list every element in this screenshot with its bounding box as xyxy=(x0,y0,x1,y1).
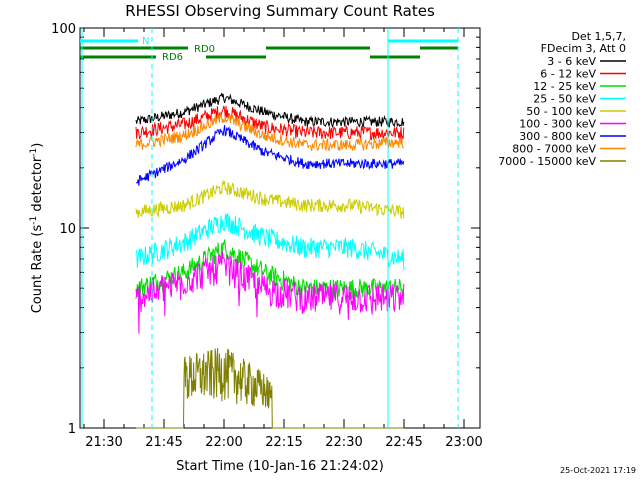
series-line-7 xyxy=(135,125,405,186)
legend-entry-label: 800 - 7000 keV xyxy=(512,143,596,156)
legend-entry-label: 12 - 25 keV xyxy=(533,80,596,93)
x-tick-label: 21:45 xyxy=(145,435,182,450)
legend-entry-label: 6 - 12 keV xyxy=(540,68,596,81)
legend-header-line2: FDecim 3, Att 0 xyxy=(541,42,626,55)
x-axis-label: Start Time (10-Jan-16 21:24:02) xyxy=(176,459,384,474)
y-tick-label: 10 xyxy=(59,222,76,237)
legend-entry-label: 300 - 800 keV xyxy=(519,130,596,143)
series-line-9 xyxy=(136,347,404,429)
series-line-6 xyxy=(135,251,405,334)
y-tick-label: 100 xyxy=(51,22,76,37)
x-tick-label: 21:30 xyxy=(85,435,122,450)
series-line-4 xyxy=(135,213,405,270)
night-flag-label: N xyxy=(142,36,149,47)
legend-entry-label: 7000 - 15000 keV xyxy=(498,155,596,168)
plot-frame xyxy=(79,27,481,429)
series-line-1 xyxy=(135,93,405,129)
series-line-3 xyxy=(135,239,405,300)
x-tick-label: 22:45 xyxy=(385,435,422,450)
y-axis-label: Count Rate (s-1 detector-1) xyxy=(29,143,45,314)
series-line-5 xyxy=(135,179,405,219)
legend-entry-label: 50 - 100 keV xyxy=(526,105,596,118)
series-line-8 xyxy=(135,111,405,152)
chart-title: RHESSI Observing Summary Count Rates xyxy=(125,2,435,20)
footer-date: 25-Oct-2021 17:19 xyxy=(560,466,636,475)
rd6-flag-label: RD6 xyxy=(162,52,183,63)
x-tick-label: 22:00 xyxy=(205,435,242,450)
legend-entry-label: 100 - 300 keV xyxy=(519,118,596,131)
y-tick-label: 1 xyxy=(68,422,76,437)
x-tick-label: 22:15 xyxy=(265,435,302,450)
legend-entry-label: 3 - 6 keV xyxy=(547,55,596,68)
legend-header-line1: Det 1,5,7, xyxy=(571,30,626,43)
rd0-flag-label: RD0 xyxy=(194,44,215,55)
x-tick-label: 23:00 xyxy=(445,435,482,450)
series-line-2 xyxy=(135,105,405,141)
legend-entry-label: 25 - 50 keV xyxy=(533,93,596,106)
x-tick-label: 22:30 xyxy=(325,435,362,450)
